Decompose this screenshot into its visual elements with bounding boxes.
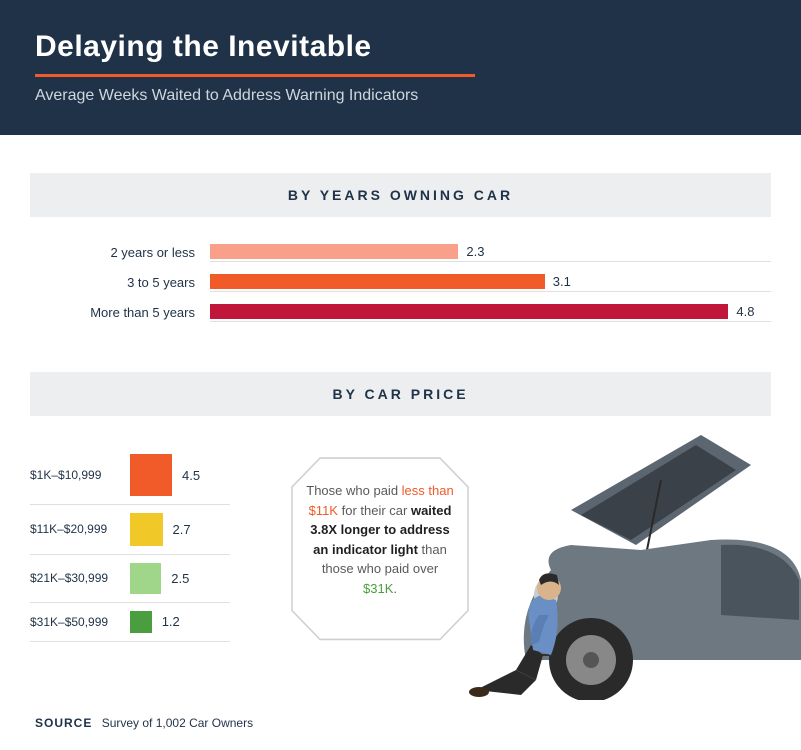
price-row: $21K–$30,999 2.5 xyxy=(30,555,230,603)
bars-by-price: $1K–$10,999 4.5 $11K–$20,999 2.7 $21K–$30,99… xyxy=(30,446,230,642)
header: Delaying the Inevitable Average Weeks Wa… xyxy=(0,0,801,135)
bar-fill xyxy=(210,274,545,289)
price-value: 2.5 xyxy=(171,571,189,586)
price-label: $11K–$20,999 xyxy=(30,522,120,536)
callout-box: Those who paid less than $11K for their … xyxy=(290,456,470,642)
bar-label: 3 to 5 years xyxy=(30,275,210,290)
title-underline xyxy=(35,74,475,77)
car-illustration xyxy=(461,420,801,700)
bars-by-years: 2 years or less 2.3 3 to 5 years 3.1 More th… xyxy=(30,242,771,322)
price-label: $1K–$10,999 xyxy=(30,468,120,482)
bar-fill xyxy=(210,304,728,319)
bar-track: 3.1 xyxy=(210,272,771,292)
bar-label: 2 years or less xyxy=(30,245,210,260)
price-value: 1.2 xyxy=(162,614,180,629)
price-value: 4.5 xyxy=(182,468,200,483)
price-square xyxy=(130,513,163,546)
price-row: $31K–$50,999 1.2 xyxy=(30,603,230,642)
callout-text-pre: Those who paid xyxy=(306,483,398,498)
price-row: $1K–$10,999 4.5 xyxy=(30,446,230,505)
page-title: Delaying the Inevitable xyxy=(35,30,766,64)
bar-track: 4.8 xyxy=(210,302,771,322)
price-square xyxy=(130,563,161,594)
price-label: $21K–$30,999 xyxy=(30,571,120,585)
price-label: $31K–$50,999 xyxy=(30,615,120,629)
source-label: SOURCE xyxy=(35,716,92,730)
price-row: $11K–$20,999 2.7 xyxy=(30,505,230,555)
bar-value: 2.3 xyxy=(466,244,484,259)
callout-text-post: . xyxy=(393,581,397,596)
price-square xyxy=(130,454,172,496)
bar-row: More than 5 years 4.8 xyxy=(30,302,771,322)
bar-row: 2 years or less 2.3 xyxy=(30,242,771,262)
page-subtitle: Average Weeks Waited to Address Warning … xyxy=(35,87,766,105)
bar-value: 4.8 xyxy=(736,304,754,319)
bar-row: 3 to 5 years 3.1 xyxy=(30,272,771,292)
price-value: 2.7 xyxy=(173,522,191,537)
source-text: Survey of 1,002 Car Owners xyxy=(102,716,253,730)
source-line: SOURCE Survey of 1,002 Car Owners xyxy=(35,716,253,730)
bar-fill xyxy=(210,244,458,259)
bar-label: More than 5 years xyxy=(30,305,210,320)
bar-track: 2.3 xyxy=(210,242,771,262)
section-header-years: BY YEARS OWNING CAR xyxy=(30,173,771,217)
bar-value: 3.1 xyxy=(553,274,571,289)
section-header-price: BY CAR PRICE xyxy=(30,372,771,416)
callout-hl-green: $31K xyxy=(363,581,393,596)
callout-text-mid1: for their car xyxy=(338,503,411,518)
price-square xyxy=(130,611,152,633)
